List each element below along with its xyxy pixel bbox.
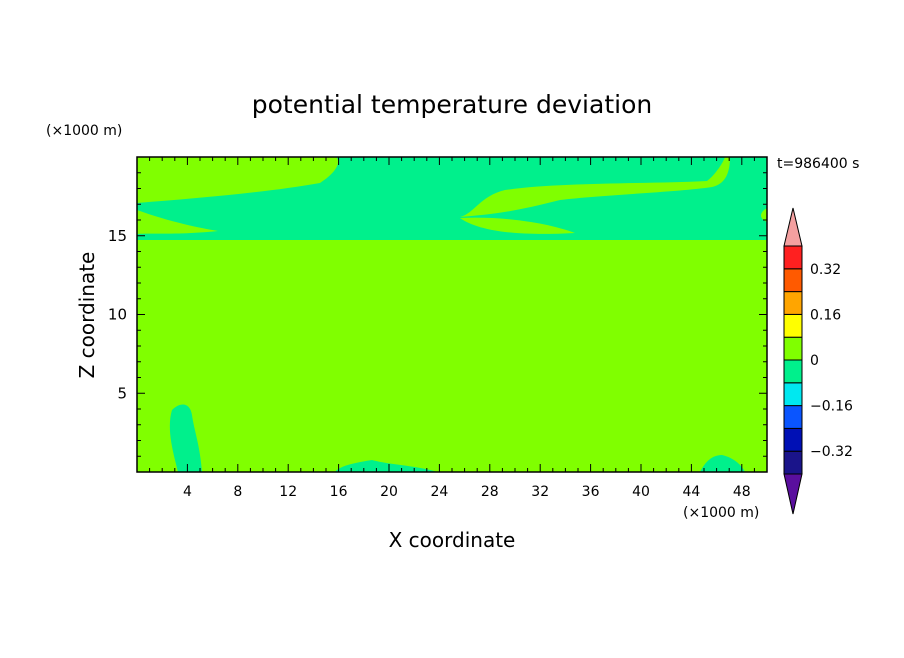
positive-region-right-upper (519, 240, 767, 472)
x-unit-label: (×1000 m) (683, 505, 759, 521)
y-axis-ticks: 5 10 15 (108, 172, 767, 457)
x-tick-label: 44 (682, 484, 700, 500)
positive-region-bottom-blob-24 (438, 449, 477, 472)
y-tick-label: 15 (108, 227, 127, 245)
x-tick-label: 24 (430, 484, 448, 500)
y-unit-label: (×1000 m) (46, 123, 122, 139)
colorbar-band (783, 427, 803, 452)
colorbar-label: −0.32 (810, 444, 853, 460)
positive-region-bottom-blob-28 (478, 458, 496, 472)
negative-region-lower-mid (335, 460, 437, 472)
colorbar-band (783, 382, 803, 407)
colorbar-label: −0.16 (810, 399, 853, 415)
colorbar-label: 0 (810, 353, 819, 369)
x-tick-label: 20 (380, 484, 398, 500)
x-axis-ticks: 4 8 12 16 20 24 28 32 36 40 44 48 (149, 157, 755, 500)
negative-region-upper-band (137, 157, 767, 240)
colorbar-label: 0.16 (810, 307, 841, 323)
colorbar-band (783, 336, 803, 361)
colorbar-lower-triangle (783, 473, 803, 515)
x-tick-label: 16 (330, 484, 348, 500)
x-tick-label: 12 (279, 484, 297, 500)
x-tick-label: 40 (632, 484, 650, 500)
x-tick-label: 8 (233, 484, 242, 500)
colorbar-band (783, 313, 803, 338)
colorbar-band (783, 405, 803, 429)
x-tick-label: 36 (582, 484, 600, 500)
colorbar-band (783, 245, 803, 270)
colorbar-label: 0.32 (810, 262, 841, 278)
y-axis-title: Z coordinate (75, 252, 99, 379)
colorbar-band (783, 450, 803, 475)
x-tick-label: 32 (531, 484, 549, 500)
positive-region-upper-strip (460, 217, 575, 234)
time-label: t=986400 s (777, 156, 859, 172)
plot-area (136, 156, 768, 473)
chart-title: potential temperature deviation (252, 90, 652, 119)
colorbar-band (783, 359, 803, 384)
x-tick-label: 48 (733, 484, 751, 500)
y-tick-label: 5 (117, 384, 127, 402)
colorbar-upper-triangle (783, 207, 803, 247)
positive-region-main (137, 240, 455, 472)
colorbar-band (783, 291, 803, 315)
colorbar-band (783, 268, 803, 293)
negative-region-left-blob (169, 404, 202, 472)
colorbar: 0.32 0.16 0 −0.16 −0.32 (783, 207, 853, 515)
y-tick-label: 10 (108, 306, 127, 324)
positive-region-upper-left-wedge (137, 210, 218, 234)
negative-region-bottom-right (700, 455, 745, 472)
x-axis-title: X coordinate (389, 528, 516, 552)
positive-region-upper-tongue (460, 157, 730, 217)
x-tick-label: 4 (183, 484, 192, 500)
x-tick-label: 28 (481, 484, 499, 500)
